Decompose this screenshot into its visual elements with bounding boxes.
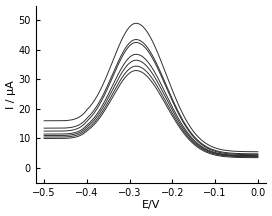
X-axis label: E/V: E/V — [142, 200, 160, 210]
Y-axis label: I / μA: I / μA — [5, 80, 16, 109]
